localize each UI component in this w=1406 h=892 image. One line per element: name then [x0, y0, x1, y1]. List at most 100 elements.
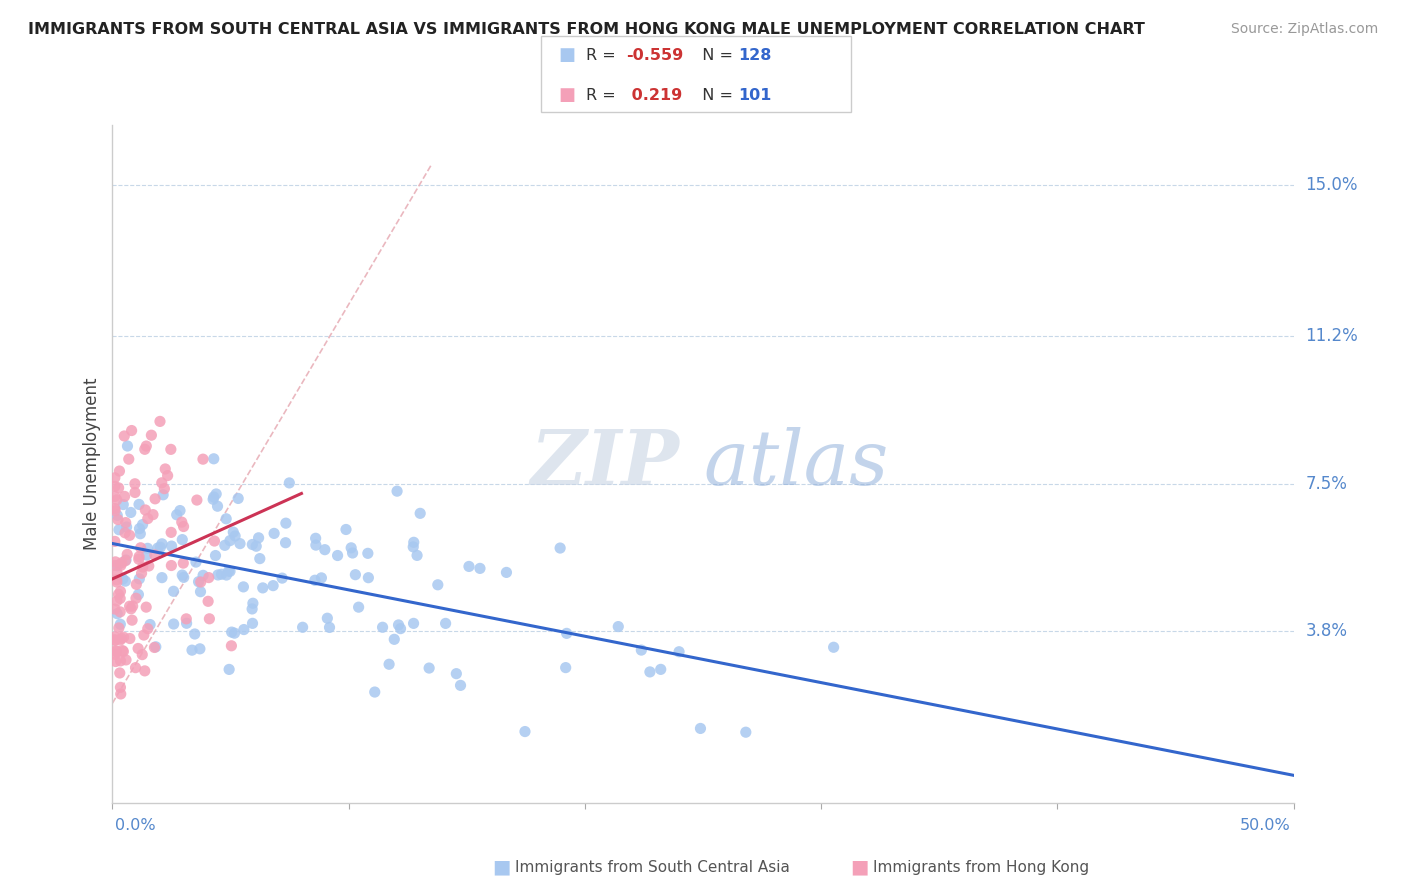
- Text: Immigrants from Hong Kong: Immigrants from Hong Kong: [873, 860, 1090, 874]
- Point: [156, 468, 179, 483]
- Point: [221, 625, 243, 640]
- Point: [242, 616, 264, 631]
- Point: [111, 643, 134, 657]
- Point: [108, 591, 131, 606]
- Point: [132, 628, 155, 642]
- Point: [252, 581, 274, 595]
- Point: [108, 464, 131, 478]
- Point: [160, 539, 183, 553]
- Point: [121, 613, 143, 627]
- Point: [152, 488, 174, 502]
- Point: [139, 617, 162, 632]
- Point: [135, 600, 157, 615]
- Point: [409, 506, 432, 520]
- Point: [162, 584, 184, 599]
- Text: N =: N =: [692, 88, 738, 103]
- Point: [240, 602, 263, 616]
- Point: [274, 535, 297, 549]
- Point: [214, 538, 236, 552]
- Point: [129, 541, 152, 555]
- Point: [262, 579, 284, 593]
- Point: [143, 640, 166, 655]
- Text: 0.219: 0.219: [626, 88, 682, 103]
- Point: [172, 568, 194, 582]
- Point: [150, 475, 173, 490]
- Point: [128, 522, 150, 536]
- Point: [135, 439, 157, 453]
- Point: [226, 491, 249, 506]
- Point: [112, 498, 135, 512]
- Text: 15.0%: 15.0%: [1305, 176, 1358, 194]
- Point: [136, 622, 159, 636]
- Point: [104, 534, 127, 549]
- Text: Immigrants from South Central Asia: Immigrants from South Central Asia: [515, 860, 790, 874]
- Point: [548, 541, 571, 555]
- Text: 0.0%: 0.0%: [115, 818, 156, 832]
- Point: [143, 491, 166, 506]
- Point: [555, 626, 578, 640]
- Point: [458, 559, 481, 574]
- Point: [190, 584, 212, 599]
- Point: [105, 594, 128, 608]
- Point: [172, 533, 194, 547]
- Point: [132, 560, 155, 574]
- Text: atlas: atlas: [703, 427, 889, 500]
- Point: [205, 487, 228, 501]
- Point: [131, 566, 153, 581]
- Point: [173, 519, 195, 533]
- Point: [150, 537, 173, 551]
- Point: [118, 632, 141, 646]
- Point: [418, 661, 440, 675]
- Point: [668, 645, 690, 659]
- Point: [108, 523, 131, 537]
- Point: [120, 506, 142, 520]
- Point: [146, 541, 169, 555]
- Point: [278, 475, 301, 490]
- Text: 128: 128: [738, 48, 772, 62]
- Point: [218, 662, 240, 676]
- Point: [382, 632, 405, 647]
- Point: [271, 571, 294, 585]
- Point: [134, 503, 156, 517]
- Point: [347, 600, 370, 615]
- Point: [108, 621, 131, 635]
- Point: [406, 549, 429, 563]
- Point: [204, 534, 226, 549]
- Point: [105, 607, 128, 621]
- Point: [115, 548, 138, 562]
- Point: [104, 501, 127, 516]
- Point: [124, 485, 146, 500]
- Point: [224, 626, 246, 640]
- Point: [371, 620, 394, 634]
- Point: [108, 605, 131, 619]
- Text: N =: N =: [692, 48, 738, 62]
- Point: [121, 424, 143, 438]
- Point: [191, 568, 214, 582]
- Point: [176, 616, 198, 631]
- Point: [402, 616, 425, 631]
- Point: [115, 653, 138, 667]
- Point: [115, 553, 138, 567]
- Text: ■: ■: [851, 857, 869, 877]
- Point: [107, 513, 129, 527]
- Point: [204, 549, 226, 563]
- Point: [138, 559, 160, 574]
- Point: [129, 526, 152, 541]
- Point: [402, 535, 425, 549]
- Point: [117, 439, 139, 453]
- Point: [111, 556, 134, 570]
- Point: [364, 685, 387, 699]
- Point: [249, 551, 271, 566]
- Point: [104, 504, 127, 518]
- Point: [326, 549, 349, 563]
- Text: IMMIGRANTS FROM SOUTH CENTRAL ASIA VS IMMIGRANTS FROM HONG KONG MALE UNEMPLOYMEN: IMMIGRANTS FROM SOUTH CENTRAL ASIA VS IM…: [28, 22, 1144, 37]
- Point: [304, 573, 326, 587]
- Text: ■: ■: [558, 87, 575, 104]
- Point: [274, 516, 297, 531]
- Point: [149, 541, 172, 555]
- Point: [143, 548, 166, 562]
- Point: [128, 572, 150, 586]
- Point: [218, 564, 240, 578]
- Point: [112, 429, 135, 443]
- Text: 7.5%: 7.5%: [1305, 475, 1347, 492]
